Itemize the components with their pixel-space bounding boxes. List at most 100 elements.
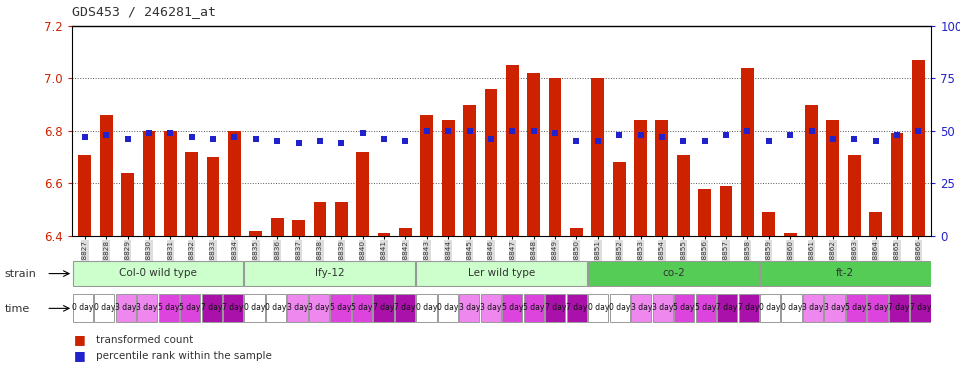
Bar xyxy=(610,294,630,322)
Text: 7 day: 7 day xyxy=(201,303,223,312)
Bar xyxy=(352,294,372,322)
Text: percentile rank within the sample: percentile rank within the sample xyxy=(96,351,272,361)
Text: 5 day: 5 day xyxy=(846,303,867,312)
Bar xyxy=(485,89,497,236)
Bar xyxy=(137,294,157,322)
Bar xyxy=(438,294,458,322)
Text: 0 day: 0 day xyxy=(244,303,265,312)
Bar xyxy=(889,294,909,322)
Text: 0 day: 0 day xyxy=(759,303,780,312)
Bar xyxy=(335,202,348,236)
Text: 5 day: 5 day xyxy=(330,303,351,312)
Bar xyxy=(420,115,433,236)
Text: 7 day: 7 day xyxy=(738,303,759,312)
Bar xyxy=(591,78,604,236)
Text: 0 day: 0 day xyxy=(265,303,287,312)
Text: 5 day: 5 day xyxy=(523,303,544,312)
Bar xyxy=(330,294,350,322)
Text: GDS453 / 246281_at: GDS453 / 246281_at xyxy=(72,5,216,19)
Text: 0 day: 0 day xyxy=(416,303,437,312)
Bar xyxy=(760,294,780,322)
Bar xyxy=(223,294,243,322)
Text: 5 day: 5 day xyxy=(695,303,716,312)
Text: 5 day: 5 day xyxy=(158,303,180,312)
Bar xyxy=(356,152,369,236)
Bar xyxy=(399,228,412,236)
Bar xyxy=(674,294,694,322)
Bar xyxy=(202,294,222,322)
Text: 3 day: 3 day xyxy=(824,303,845,312)
Text: time: time xyxy=(5,303,30,314)
Text: 3 day: 3 day xyxy=(803,303,824,312)
Bar xyxy=(545,294,565,322)
Bar xyxy=(94,294,114,322)
Text: 0 day: 0 day xyxy=(93,303,115,312)
Bar xyxy=(373,294,394,322)
Text: lfy-12: lfy-12 xyxy=(315,268,345,278)
Bar xyxy=(566,294,587,322)
Text: 3 day: 3 day xyxy=(308,303,329,312)
Bar xyxy=(570,228,583,236)
Bar xyxy=(868,294,888,322)
Bar xyxy=(228,131,241,236)
Bar xyxy=(266,294,286,322)
Text: 7 day: 7 day xyxy=(223,303,244,312)
Bar xyxy=(142,131,156,236)
Bar xyxy=(115,294,135,322)
Bar xyxy=(891,134,903,236)
Bar xyxy=(825,294,845,322)
Bar xyxy=(100,115,112,236)
Bar xyxy=(377,234,391,236)
Bar xyxy=(158,294,179,322)
Bar xyxy=(631,294,651,322)
Text: 0 day: 0 day xyxy=(780,303,803,312)
Text: ■: ■ xyxy=(74,349,85,362)
Bar xyxy=(245,261,415,286)
Bar xyxy=(869,212,882,236)
Bar xyxy=(635,120,647,236)
Text: 0 day: 0 day xyxy=(72,303,93,312)
Bar xyxy=(164,131,177,236)
Bar xyxy=(524,294,544,322)
Text: 5 day: 5 day xyxy=(351,303,372,312)
Text: ■: ■ xyxy=(74,333,85,346)
Bar xyxy=(912,60,924,236)
Bar xyxy=(506,65,518,236)
Text: 5 day: 5 day xyxy=(502,303,523,312)
Text: co-2: co-2 xyxy=(662,268,684,278)
Bar xyxy=(827,120,839,236)
Bar xyxy=(783,234,797,236)
Bar xyxy=(910,294,930,322)
Text: Col-0 wild type: Col-0 wild type xyxy=(119,268,197,278)
Bar xyxy=(442,120,455,236)
Bar xyxy=(781,294,802,322)
Text: 3 day: 3 day xyxy=(652,303,673,312)
Bar xyxy=(73,294,93,322)
Text: 7 day: 7 day xyxy=(716,303,738,312)
Bar xyxy=(803,294,823,322)
Text: 7 day: 7 day xyxy=(544,303,566,312)
Text: 0 day: 0 day xyxy=(609,303,631,312)
Text: 3 day: 3 day xyxy=(136,303,157,312)
Bar xyxy=(185,152,198,236)
Text: 5 day: 5 day xyxy=(867,303,888,312)
Bar xyxy=(588,261,758,286)
Text: 7 day: 7 day xyxy=(566,303,588,312)
Text: 3 day: 3 day xyxy=(287,303,308,312)
Text: 3 day: 3 day xyxy=(480,303,501,312)
Bar xyxy=(653,294,673,322)
Bar xyxy=(805,105,818,236)
Bar xyxy=(121,173,134,236)
Text: 7 day: 7 day xyxy=(888,303,910,312)
Bar xyxy=(245,294,265,322)
Bar xyxy=(250,231,262,236)
Bar xyxy=(481,294,501,322)
Bar xyxy=(271,218,283,236)
Bar xyxy=(720,186,732,236)
Bar xyxy=(656,120,668,236)
Text: 3 day: 3 day xyxy=(115,303,136,312)
Bar xyxy=(741,68,754,236)
Text: Ler wild type: Ler wild type xyxy=(468,268,536,278)
Bar xyxy=(314,202,326,236)
Bar xyxy=(677,154,689,236)
